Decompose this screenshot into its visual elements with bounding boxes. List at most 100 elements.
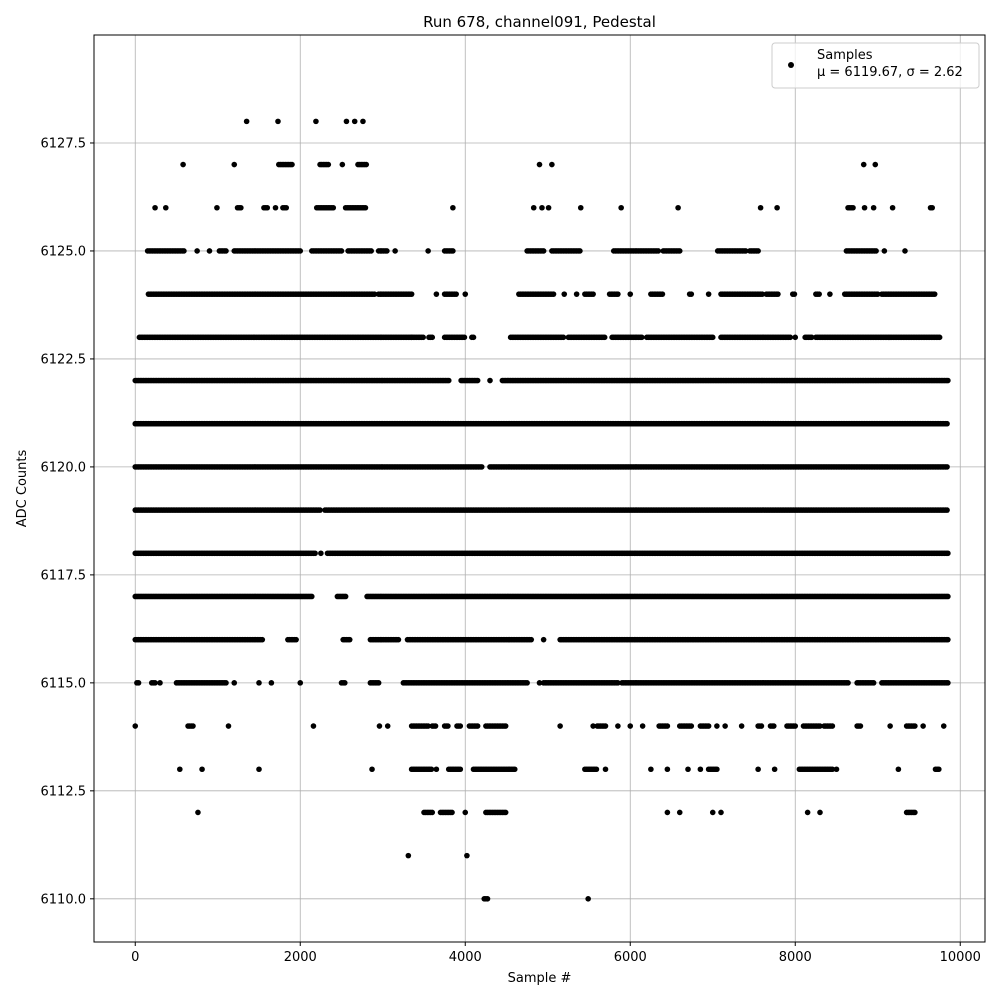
data-point [602,766,609,773]
data-point [664,723,671,729]
data-point [429,809,436,816]
data-point [577,248,583,254]
data-point [206,248,213,254]
data-point [362,204,369,211]
data-point [615,723,621,729]
data-point [297,680,304,686]
data-point [190,723,196,729]
data-point [445,377,452,384]
data-point [945,377,951,384]
data-point [223,680,229,686]
data-point [162,204,169,211]
data-point [791,291,798,297]
data-point [627,723,634,729]
data-point [312,550,318,557]
data-point [363,161,370,168]
data-point [697,766,704,773]
data-point [873,248,879,254]
data-point [792,723,799,729]
data-point [615,291,621,297]
data-point [593,766,600,773]
data-point [940,723,947,729]
data-point [714,766,720,773]
data-point [560,334,567,341]
data-point [536,161,543,168]
data-point [887,723,893,729]
data-point [771,766,778,773]
data-point [256,766,262,773]
data-point [936,334,943,341]
data-point [714,723,720,729]
data-point [787,334,794,341]
data-point [860,161,867,168]
data-point [231,680,238,686]
data-point [664,766,671,773]
data-point [180,161,186,168]
data-point [272,204,279,211]
data-point [709,334,716,341]
data-point [573,291,580,297]
data-point [346,636,353,643]
data-point [360,118,366,125]
data-point [384,723,391,729]
data-point [931,291,938,297]
data-point [874,291,881,297]
data-point [238,204,244,211]
data-point [895,766,902,773]
data-point [755,766,761,773]
data-point [342,680,348,686]
data-point [774,204,780,211]
data-point [688,291,695,297]
data-point [428,766,435,773]
data-point [283,204,290,211]
data-point [408,291,415,297]
data-point [384,248,390,254]
data-point [445,723,451,729]
data-point [293,636,299,643]
data-point [945,593,951,600]
data-point [705,291,712,297]
data-point [539,204,545,211]
data-point [557,723,563,729]
data-point [470,334,477,341]
data-point [177,766,183,773]
data-point [152,680,158,686]
data-point [433,766,440,773]
data-point [870,680,877,686]
data-point [318,550,324,557]
data-point [722,723,728,729]
data-point [530,204,537,211]
data-point [231,161,238,168]
data-point [310,723,317,729]
data-point [945,550,951,557]
data-point [457,723,464,729]
data-point [528,636,535,643]
data-point [550,291,557,297]
data-point [688,723,695,729]
data-point [845,680,851,686]
data-point [330,204,337,211]
data-point [685,766,691,773]
data-point [313,118,319,125]
data-point [392,248,398,254]
data-point [268,680,275,686]
data-point [461,334,468,341]
data-point [502,723,509,729]
data-point [453,291,459,297]
data-point [339,161,346,168]
data-point [627,291,634,297]
data-point [561,291,568,297]
data-point [524,680,530,686]
data-point [758,723,765,729]
data-point [325,161,332,168]
data-point [590,291,596,297]
data-point [545,204,552,211]
data-point [474,377,481,384]
data-point [742,248,749,254]
data-point [833,766,840,773]
data-point [827,291,833,297]
data-point [929,204,935,211]
data-point [371,291,378,297]
